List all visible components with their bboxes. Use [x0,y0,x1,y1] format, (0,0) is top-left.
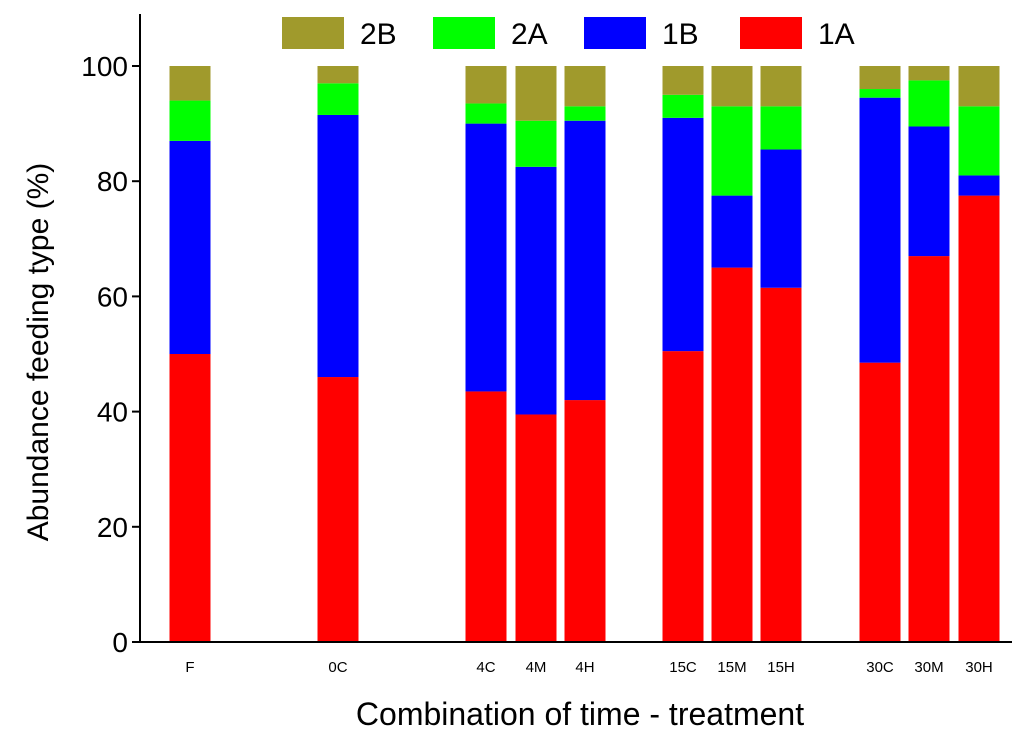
bar-segment-15h-2a [760,106,802,150]
bar-segment-15m-2a [711,106,753,196]
bar-segment-30c-1b [859,97,901,363]
legend-label-1a: 1A [818,18,855,51]
x-tick-label: 30M [914,659,943,676]
x-tick-label: 4H [575,659,594,676]
legend-swatch-1a [740,17,802,49]
bar-segment-f-1b [169,140,211,354]
legend-label-2b: 2B [360,18,397,51]
y-tick-label: 40 [97,397,128,428]
legend-label-1b: 1B [662,18,699,51]
x-axis: F 0C 4C 4M 4H 15C 15M 15H 30C 30M 30H [140,641,1012,676]
bar-segment-30c-2a [859,89,901,98]
bar-segment-15c-2b [662,66,704,95]
y-axis-title: Abundance feeding type (%) [22,163,55,542]
y-tick-label: 100 [81,51,128,82]
bar-segment-30m-1a [908,256,950,642]
legend-swatch-2a [433,17,495,49]
bar-segment-15c-1a [662,351,704,642]
bar-segment-0c-1b [317,114,359,378]
bar-segment-15c-2a [662,94,704,118]
x-tick-label: 4C [476,659,495,676]
bar-segment-15m-1b [711,195,753,268]
bar-segment-f-2b [169,66,211,101]
bar-segment-30h-1a [958,195,1000,642]
legend-swatch-2b [282,17,344,49]
bar-segment-0c-2b [317,66,359,84]
x-tick-label: 30C [866,659,894,676]
bar-segment-4c-2b [465,66,507,104]
x-tick-label: 4M [526,659,547,676]
bar-segment-15h-2b [760,66,802,107]
bar-segment-30c-2b [859,66,901,90]
bar-segment-15h-1a [760,287,802,642]
bar-segment-4h-2b [564,66,606,107]
bar-segment-4m-1a [515,414,557,642]
bar-segment-4h-1a [564,400,606,642]
bar-segment-4c-2a [465,103,507,124]
bar-segment-4c-1a [465,391,507,642]
bar-segment-0c-1a [317,377,359,642]
bar-segment-f-2a [169,100,211,141]
bars [169,66,1000,642]
bar-segment-4h-1b [564,120,606,401]
bar-segment-30h-1b [958,175,1000,196]
x-tick-label: 15H [767,659,795,676]
x-tick-label: 30H [965,659,993,676]
bar-segment-30m-2b [908,66,950,81]
y-tick-label: 60 [97,281,128,312]
bar-segment-30m-1b [908,126,950,257]
legend-label-2a: 2A [511,18,548,51]
bar-segment-15c-1b [662,117,704,352]
x-tick-label: 15C [669,659,697,676]
bar-segment-4m-1b [515,166,557,415]
y-tick-label: 0 [112,627,128,658]
y-axis: 0 20 40 60 80 100 [81,14,141,658]
bar-segment-4c-1b [465,123,507,392]
y-tick-label: 20 [97,512,128,543]
bar-segment-4m-2a [515,120,557,167]
x-tick-label: F [185,659,194,676]
bar-segment-30m-2a [908,80,950,127]
x-tick-label: 0C [328,659,347,676]
bar-segment-30h-2b [958,66,1000,107]
x-tick-label: 15M [717,659,746,676]
bar-segment-4m-2b [515,66,557,121]
bar-segment-0c-2a [317,83,359,115]
legend: 2B 2A 1B 1A [282,17,855,51]
bar-segment-15m-2b [711,66,753,107]
bar-segment-30c-1a [859,362,901,642]
legend-swatch-1b [584,17,646,49]
bar-segment-f-1a [169,354,211,642]
bar-segment-15h-1b [760,149,802,288]
y-tick-label: 80 [97,166,128,197]
x-axis-title: Combination of time - treatment [356,696,804,732]
bar-segment-30h-2a [958,106,1000,176]
bar-segment-4h-2a [564,106,606,121]
bar-segment-15m-1a [711,267,753,642]
